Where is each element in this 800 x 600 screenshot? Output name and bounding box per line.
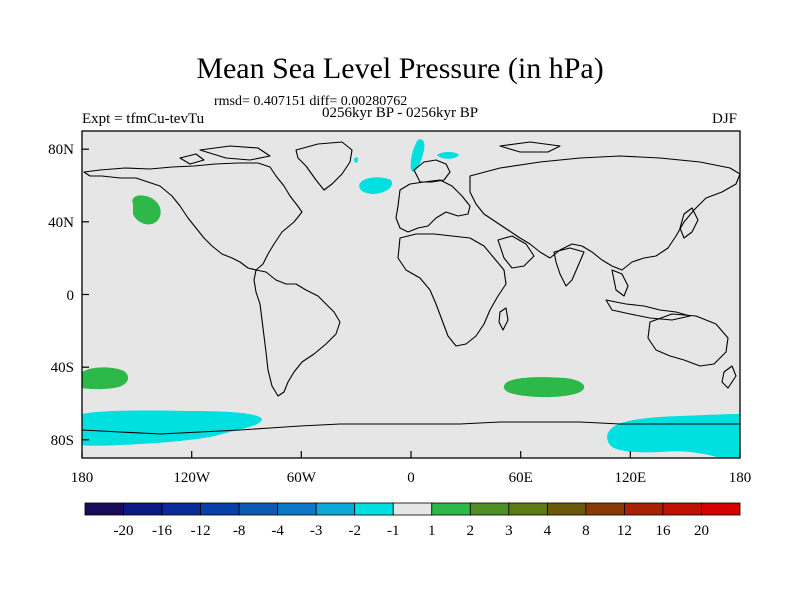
colorbar-box: [701, 502, 741, 516]
x-tick-label: 60E: [509, 470, 533, 486]
y-tick-label: 40S: [51, 360, 74, 376]
anomaly-north-pacific: [132, 195, 161, 225]
anomaly-south-pacific: [82, 367, 129, 390]
chart-title: Mean Sea Level Pressure (in hPa): [196, 52, 604, 85]
colorbar-box: [84, 502, 124, 516]
x-tick-label: 120W: [173, 470, 211, 486]
colorbar-box: [315, 502, 356, 516]
colorbar-box: [431, 502, 471, 516]
colorbar-label: 8: [582, 523, 590, 539]
colorbar-box: [662, 502, 702, 516]
colorbar-label: 4: [544, 523, 552, 539]
colorbar-label: 3: [505, 523, 513, 539]
anomaly-antarctic-west: [82, 410, 262, 446]
colorbar-box: [277, 502, 317, 516]
x-axis-labels: 180 120W 60W 0 60E 120E 180: [71, 470, 752, 486]
x-tick-label: 120E: [614, 470, 646, 486]
anomaly-arctic-small: [437, 152, 459, 159]
x-tick-label: 180: [71, 470, 94, 486]
x-tick-label: 0: [407, 470, 415, 486]
anomaly-south-indian: [503, 377, 585, 398]
colorbar-label: -20: [114, 523, 134, 539]
colorbar-box: [585, 502, 625, 516]
colorbar-label: -4: [271, 523, 284, 539]
colorbar-label: 16: [655, 523, 671, 539]
colorbar-box: [238, 502, 279, 516]
colorbar-box: [546, 502, 587, 516]
colorbar-box: [354, 502, 394, 516]
period-label: 0256kyr BP - 0256kyr BP: [322, 105, 479, 121]
colorbar-label: -16: [152, 523, 172, 539]
colorbar-box: [469, 502, 510, 516]
colorbar-label: -1: [387, 523, 400, 539]
y-tick-label: 0: [67, 288, 75, 304]
x-tick-label: 180: [729, 470, 752, 486]
colorbar-label: 12: [617, 523, 632, 539]
colorbar-boxes: [84, 502, 741, 516]
x-tick-label: 60W: [287, 470, 317, 486]
colorbar-label: -2: [348, 523, 361, 539]
colorbar-box: [123, 502, 163, 516]
rmsd-diff-stats: rmsd= 0.407151 diff= 0.00280762: [214, 94, 408, 109]
y-tick-label: 80N: [48, 142, 74, 158]
colorbar-label: 20: [694, 523, 709, 539]
colorbar-labels: -20 -16 -12 -8 -4 -3 -2 -1 1 2 3 4 8 12 16 20: [114, 523, 709, 539]
anomaly-antarctic-east: [607, 414, 740, 458]
y-tick-label: 80S: [51, 433, 74, 449]
experiment-label: Expt = tfmCu-tevTu: [82, 111, 205, 127]
colorbar-label: 2: [467, 523, 475, 539]
colorbar-label: -12: [191, 523, 211, 539]
colorbar-label: -3: [310, 523, 323, 539]
colorbar-box: [200, 502, 240, 516]
map-background: [82, 131, 740, 458]
anomaly-svalbard: [410, 139, 425, 172]
anomaly-iceland: [359, 177, 393, 194]
y-tick-label: 40N: [48, 215, 74, 231]
colorbar-label: 1: [428, 523, 436, 539]
coastlines: [81, 141, 741, 435]
anomaly-layer: [82, 139, 740, 458]
y-axis-labels: 80N 40N 0 40S 80S: [48, 142, 74, 449]
anomaly-greenland-small: [354, 157, 359, 163]
tick-marks: [81, 148, 741, 458]
season-label: DJF: [712, 111, 738, 127]
colorbar-box: [624, 502, 664, 516]
colorbar-label: -8: [233, 523, 246, 539]
colorbar-box: [508, 502, 548, 516]
colorbar-box: [392, 502, 433, 516]
colorbar-box: [161, 502, 201, 516]
